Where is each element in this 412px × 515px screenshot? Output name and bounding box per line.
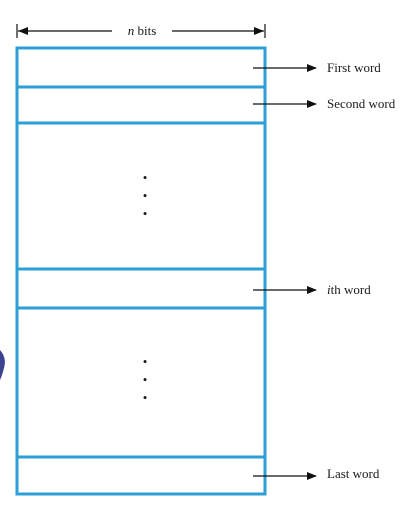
memory-block — [15, 46, 267, 496]
ellipsis-dot: • — [143, 354, 148, 369]
memory-outline — [15, 46, 267, 496]
left-edge-fragment — [0, 350, 5, 380]
ellipsis-dot: • — [143, 390, 148, 405]
word-pointer-second: Second word — [253, 96, 396, 111]
ellipsis-dot: • — [143, 188, 148, 203]
word-label-first: First word — [327, 60, 381, 75]
ellipsis-dot: • — [143, 170, 148, 185]
ellipsis-dot: • — [143, 206, 148, 221]
width-arrowhead-right — [254, 27, 264, 35]
word-pointer-last: Last word — [253, 466, 380, 481]
ellipsis-dot: • — [143, 372, 148, 387]
width-label-unit: bits — [134, 23, 156, 38]
width-arrowhead-left — [18, 27, 28, 35]
word-label-ith: ith word — [327, 282, 371, 297]
ellipsis-lower: • • • — [143, 354, 148, 405]
word-label-last: Last word — [327, 466, 380, 481]
word-pointer-first: First word — [253, 60, 381, 75]
word-pointer-ith: ith word — [253, 282, 371, 297]
ellipsis-upper: • • • — [143, 170, 148, 221]
width-dimension: n bits — [16, 23, 266, 38]
word-label-second: Second word — [327, 96, 396, 111]
width-label-variable: n — [128, 23, 135, 38]
width-label: n bits — [128, 23, 157, 38]
